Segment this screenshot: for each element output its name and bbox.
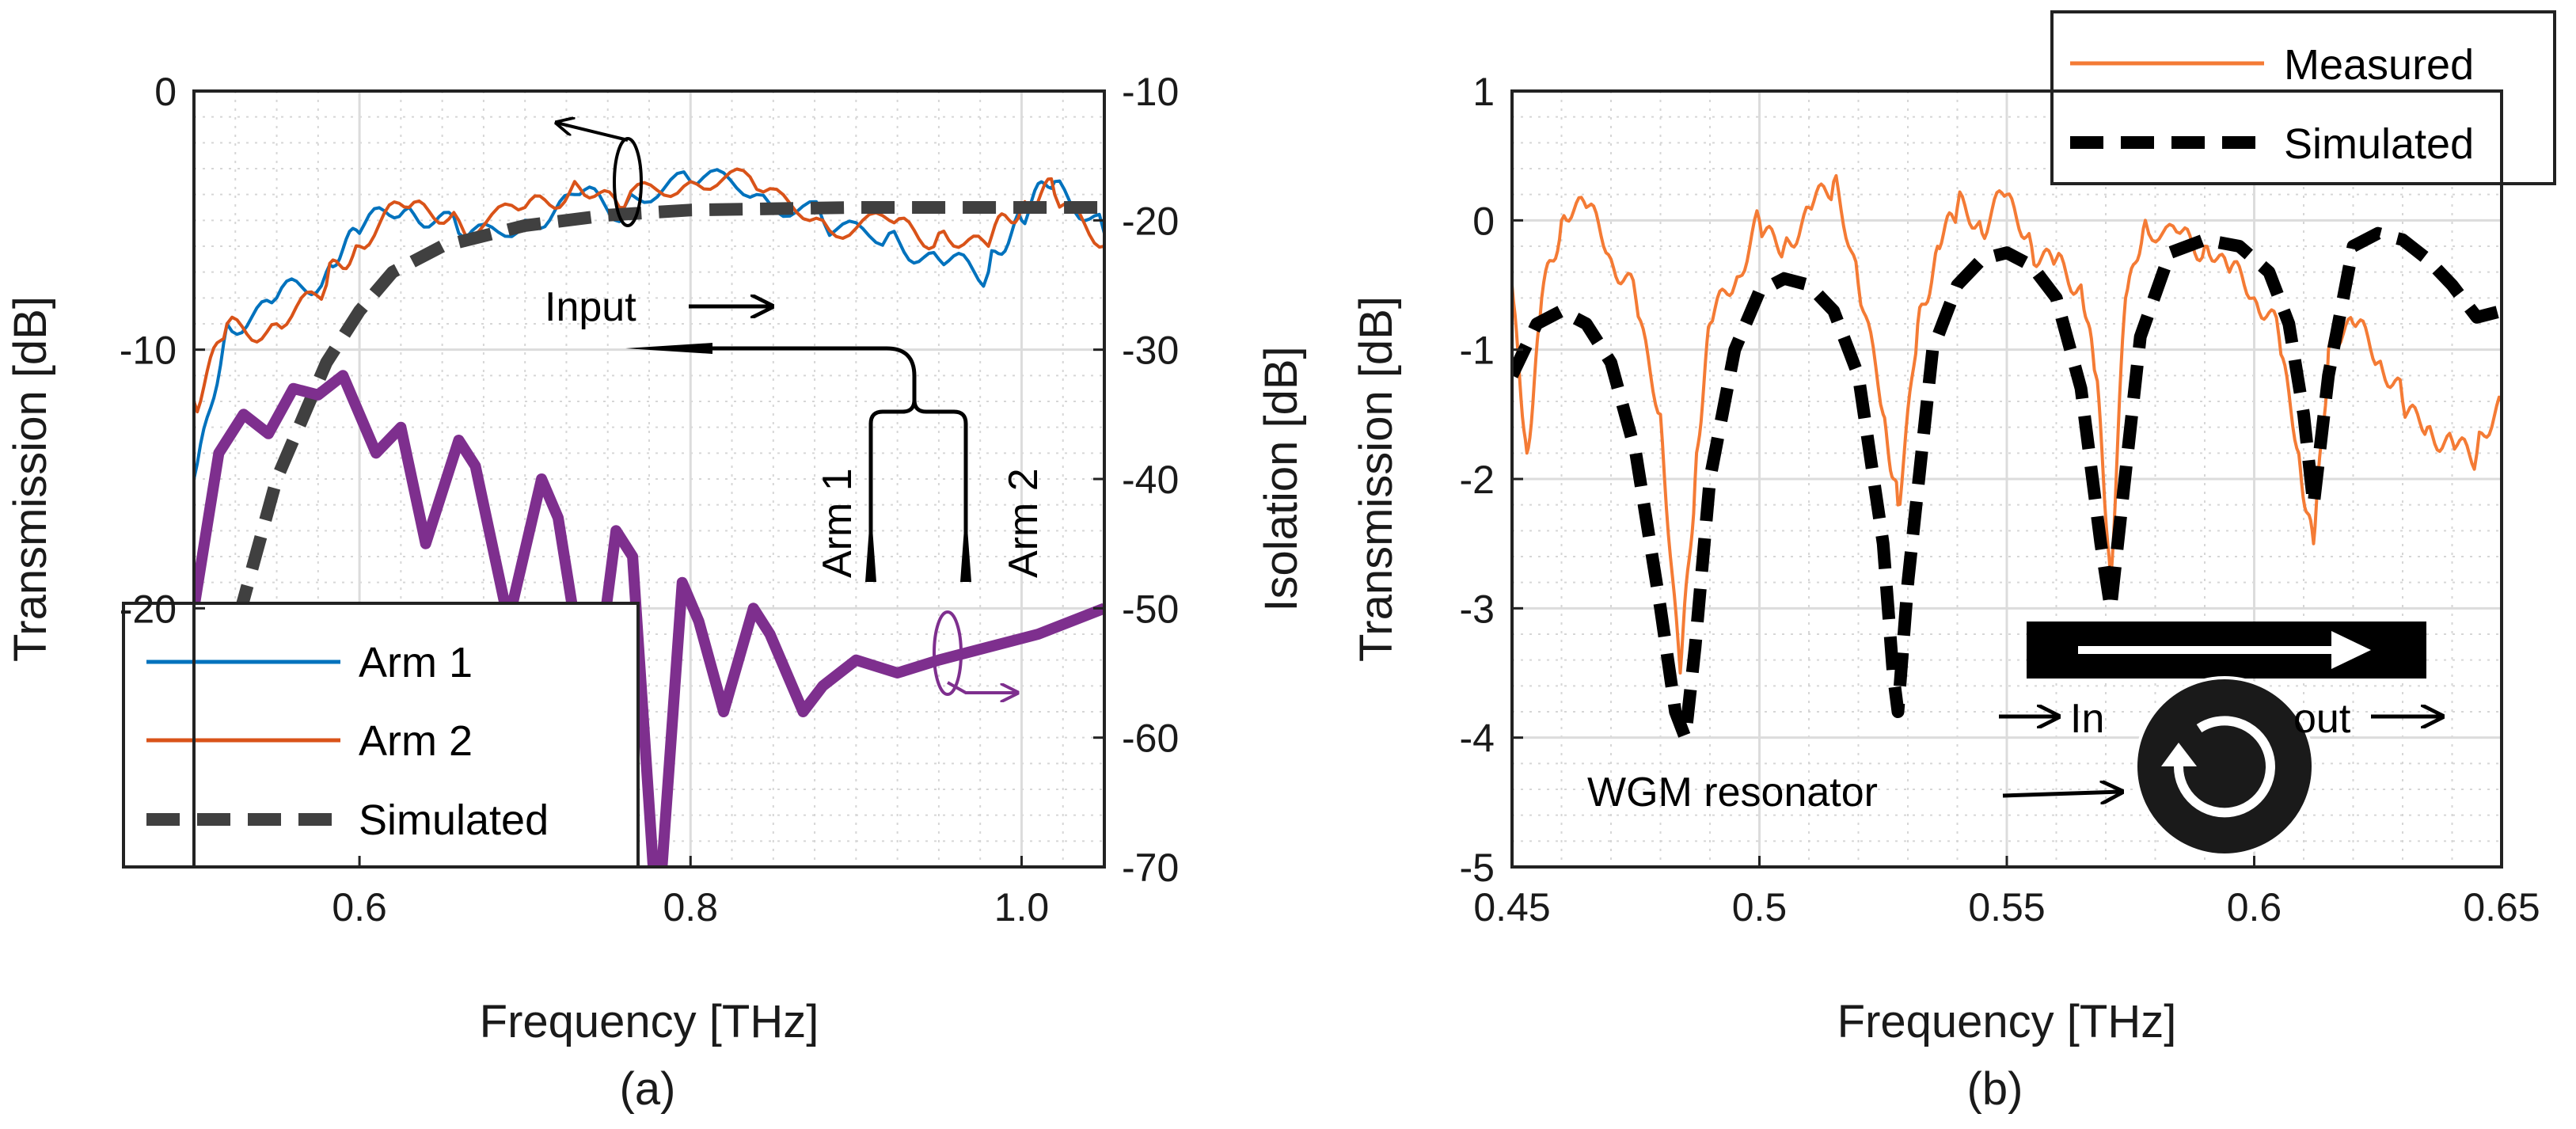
y-tick-label: -5	[1460, 846, 1495, 890]
y-right-tick-label: -30	[1122, 329, 1179, 373]
wgm-resonator-disk	[2134, 676, 2315, 857]
bus-arrow-head	[2331, 631, 2371, 669]
left-axis-indicator	[557, 123, 643, 227]
panel-b-caption: (b)	[1967, 1063, 2023, 1115]
x-tick-label: 0.65	[2463, 885, 2540, 929]
series-line-arm-2	[194, 167, 1104, 414]
y-right-tick-label: -60	[1122, 717, 1179, 761]
y-tick-label: -2	[1460, 458, 1495, 502]
panel-a: Input Arm 1 Arm 2 Arm 1 Arm 2 Simulated …	[5, 70, 1307, 1115]
x-tick-label: 0.6	[332, 885, 387, 929]
resonator-inset: In out WGM resonator	[1587, 622, 2442, 857]
arm2-label: Arm 2	[1001, 468, 1047, 578]
y-tick-label: -20	[120, 587, 177, 631]
series-line-simulated	[1512, 226, 2502, 744]
legend-label-arm1: Arm 1	[359, 639, 473, 686]
x-tick-label: 0.55	[1968, 885, 2045, 929]
x-tick-label: 1.0	[994, 885, 1050, 929]
y-right-tick-label: -70	[1122, 846, 1179, 890]
y-right-tick-label: -20	[1122, 199, 1179, 243]
y-right-tick-label: -10	[1122, 70, 1179, 114]
y-tick-label: 0	[154, 70, 177, 114]
panel-a-ticks: 0.6 0.8 1.0 0 -10 -20 -10 -20 -30 -40 -50 -60 -70	[120, 70, 1180, 929]
x-tick-label: 0.6	[2227, 885, 2282, 929]
wgm-arrow	[2002, 792, 2122, 796]
panel-b: In out WGM resonator Measured Simulated …	[1351, 10, 2556, 1115]
left-axis-arrow	[557, 123, 629, 142]
y-right-tick-label: -40	[1122, 458, 1179, 502]
x-tick-label: 0.45	[1473, 885, 1550, 929]
x-tick-label: 0.8	[663, 885, 719, 929]
panel-b-legend: Measured Simulated	[2050, 10, 2556, 185]
arm1-taper	[865, 507, 876, 582]
panel-a-legend: Arm 1 Arm 2 Simulated	[122, 602, 640, 869]
panel-a-caption: (a)	[620, 1063, 676, 1115]
panel-b-ticks: 0.45 0.5 0.55 0.6 0.65 1 0 -1 -2 -3 -4 -5	[1460, 70, 2540, 929]
panel-a-ylabel: Transmission [dB]	[5, 296, 56, 662]
y-right-tick-label: -50	[1122, 587, 1179, 631]
panel-b-ylabel: Transmission [dB]	[1351, 296, 1402, 662]
legend-label-simulated: Simulated	[2284, 120, 2474, 168]
y-tick-label: -3	[1460, 587, 1495, 631]
circulation-arrow-head	[2161, 743, 2197, 766]
y-tick-label: 1	[1472, 70, 1495, 114]
circulation-arrow-icon	[2173, 716, 2275, 818]
splitter-branches	[712, 346, 968, 554]
input-waveguide-taper	[625, 343, 712, 354]
panel-b-series	[1512, 173, 2502, 744]
splitter-diagram: Input Arm 1 Arm 2	[545, 284, 1047, 582]
right-axis-indicator	[933, 610, 1017, 696]
panel-a-ylabel-right: Isolation [dB]	[1256, 346, 1307, 611]
right-axis-ellipse	[933, 610, 963, 696]
arm2-taper	[960, 507, 971, 582]
legend-label-measured: Measured	[2284, 41, 2474, 89]
in-label: In	[2070, 696, 2104, 742]
wgm-label: WGM resonator	[1587, 770, 1878, 815]
y-tick-label: 0	[1472, 199, 1495, 243]
panel-b-xlabel: Frequency [THz]	[1837, 996, 2177, 1047]
input-label: Input	[545, 284, 636, 330]
out-label: out	[2293, 696, 2351, 742]
panel-a-xlabel: Frequency [THz]	[480, 996, 819, 1047]
legend-label-simulated: Simulated	[359, 796, 549, 844]
y-tick-label: -1	[1460, 329, 1495, 373]
arm1-label: Arm 1	[815, 468, 861, 578]
x-tick-label: 0.5	[1732, 885, 1788, 929]
legend-box	[2050, 10, 2556, 185]
legend-label-arm2: Arm 2	[359, 717, 473, 765]
y-tick-label: -10	[120, 329, 177, 373]
y-tick-label: -4	[1460, 717, 1495, 761]
right-axis-arrow	[947, 681, 1017, 693]
